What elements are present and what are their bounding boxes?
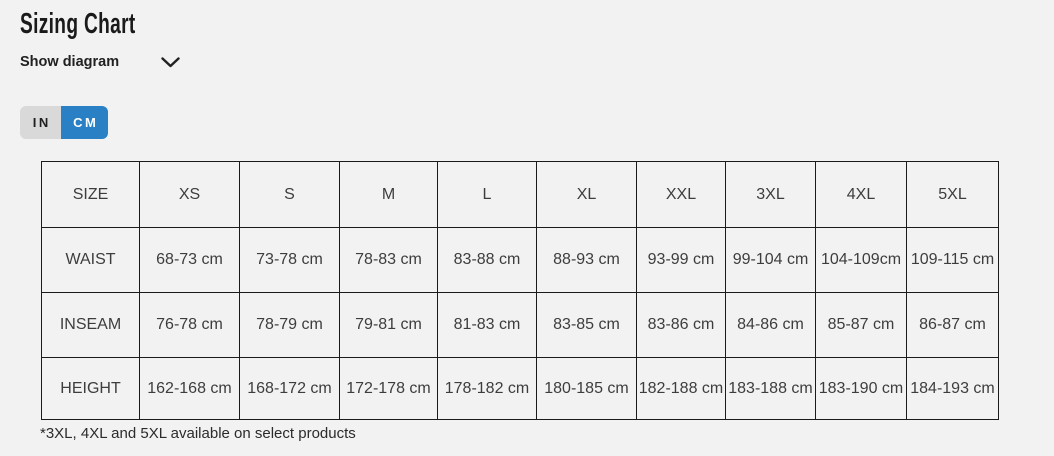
height-xxl-cell: 182-188 cm [636,357,726,420]
column-header-l: L [437,161,537,228]
waist-s-cell: 73-78 cm [239,227,340,293]
column-header-m: M [339,161,438,228]
sizing-footnote: *3XL, 4XL and 5XL available on select pr… [40,425,356,442]
inseam-l-cell: 81-83 cm [437,292,537,358]
waist-l-cell: 83-88 cm [437,227,537,293]
show-diagram-label: Show diagram [20,54,120,70]
column-header-xxl: XXL [636,161,726,228]
column-header-4xl: 4XL [815,161,907,228]
waist-4xl-cell: 104-109cm [815,227,907,293]
row-label-waist: WAIST [41,227,140,293]
table-row-inseam: INSEAM 76-78 cm 78-79 cm 79-81 cm 81-83 … [41,292,999,358]
page-title: Sizing Chart [20,8,136,40]
column-header-5xl: 5XL [906,161,999,228]
chevron-down-icon[interactable] [161,56,180,68]
height-l-cell: 178-182 cm [437,357,537,420]
height-3xl-cell: 183-188 cm [725,357,816,420]
column-header-xl: XL [536,161,637,228]
waist-xxl-cell: 93-99 cm [636,227,726,293]
row-label-height: HEIGHT [41,357,140,420]
waist-xl-cell: 88-93 cm [536,227,637,293]
unit-toggle-cm-button[interactable]: CM [61,106,108,139]
waist-m-cell: 78-83 cm [339,227,438,293]
height-xs-cell: 162-168 cm [139,357,240,420]
height-xl-cell: 180-185 cm [536,357,637,420]
height-s-cell: 168-172 cm [239,357,340,420]
unit-toggle: IN CM [20,106,108,139]
waist-3xl-cell: 99-104 cm [725,227,816,293]
show-diagram-disclosure[interactable]: Show diagram [20,54,180,70]
column-header-xs: XS [139,161,240,228]
table-row-waist: WAIST 68-73 cm 73-78 cm 78-83 cm 83-88 c… [41,227,999,293]
unit-toggle-in-button[interactable]: IN [20,106,61,139]
inseam-3xl-cell: 84-86 cm [725,292,816,358]
inseam-xs-cell: 76-78 cm [139,292,240,358]
waist-5xl-cell: 109-115 cm [906,227,999,293]
height-4xl-cell: 183-190 cm [815,357,907,420]
column-header-s: S [239,161,340,228]
height-5xl-cell: 184-193 cm [906,357,999,420]
inseam-m-cell: 79-81 cm [339,292,438,358]
inseam-4xl-cell: 85-87 cm [815,292,907,358]
column-header-3xl: 3XL [725,161,816,228]
inseam-xxl-cell: 83-86 cm [636,292,726,358]
inseam-s-cell: 78-79 cm [239,292,340,358]
table-row-height: HEIGHT 162-168 cm 168-172 cm 172-178 cm … [41,357,999,420]
sizing-table: SIZE XS S M L XL XXL 3XL 4XL 5XL WAIST 6… [41,161,999,420]
inseam-5xl-cell: 86-87 cm [906,292,999,358]
inseam-xl-cell: 83-85 cm [536,292,637,358]
table-header-row: SIZE XS S M L XL XXL 3XL 4XL 5XL [41,161,999,228]
row-label-inseam: INSEAM [41,292,140,358]
waist-xs-cell: 68-73 cm [139,227,240,293]
column-header-size: SIZE [41,161,140,228]
height-m-cell: 172-178 cm [339,357,438,420]
